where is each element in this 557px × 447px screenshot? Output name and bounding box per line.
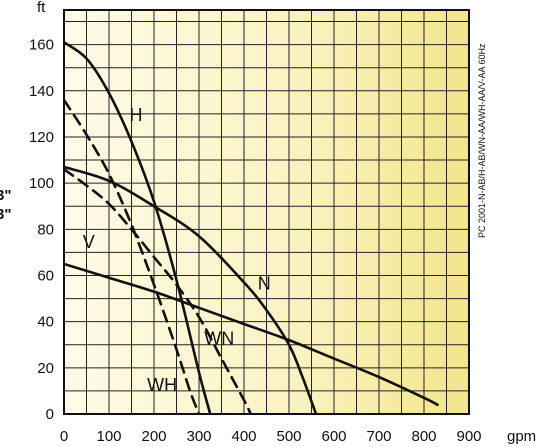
x-tick-label: 0	[60, 428, 68, 445]
curve-label-h: H	[130, 105, 143, 125]
y-tick-label: 0	[46, 406, 54, 423]
curve-labels: H N V WN WH	[83, 105, 271, 395]
curve-label-v: V	[83, 232, 95, 252]
x-tick-label: 500	[276, 428, 301, 445]
y-tick-label: 40	[37, 314, 54, 331]
curve-v	[64, 262, 439, 407]
x-tick-label: 900	[456, 428, 481, 445]
x-tick-label: 100	[96, 428, 121, 445]
curve-label-n: N	[258, 273, 271, 293]
x-tick-label: 400	[231, 428, 256, 445]
x-tick-label: 700	[366, 428, 391, 445]
curves	[64, 41, 439, 414]
x-tick-label: 600	[321, 428, 346, 445]
left-fragment-2: 3"	[0, 206, 11, 223]
x-tick-label: 200	[141, 428, 166, 445]
curve-h	[64, 41, 212, 414]
side-note: PC 2001-N-AB/H-AB/WN-AA/WH-AA/V-AA 60Hz	[477, 43, 487, 238]
curve-n	[64, 165, 318, 414]
x-tick-label: 300	[186, 428, 211, 445]
x-axis-unit: gpm	[507, 428, 536, 445]
y-tick-label: 140	[29, 83, 54, 100]
x-tick-label: 800	[411, 428, 436, 445]
plot-frame	[63, 9, 470, 415]
left-fragment-1: 3"	[0, 187, 11, 204]
y-tick-label: 100	[29, 175, 54, 192]
y-axis-unit: ft	[37, 0, 46, 16]
y-tick-label: 120	[29, 129, 54, 146]
curve-wh	[64, 98, 201, 414]
y-tick-label: 60	[37, 267, 54, 284]
axis-labels: 0 100 200 300 400 500 600 700 800 900 0 20 40 60 80 100…	[29, 37, 482, 445]
y-tick-label: 160	[29, 37, 54, 54]
y-tick-label: 20	[37, 360, 54, 377]
curve-label-wn: WN	[204, 329, 234, 349]
curve-wn	[64, 167, 253, 414]
grid-lines	[64, 10, 469, 414]
curve-label-wh: WH	[147, 375, 177, 395]
y-tick-label: 80	[37, 221, 54, 238]
